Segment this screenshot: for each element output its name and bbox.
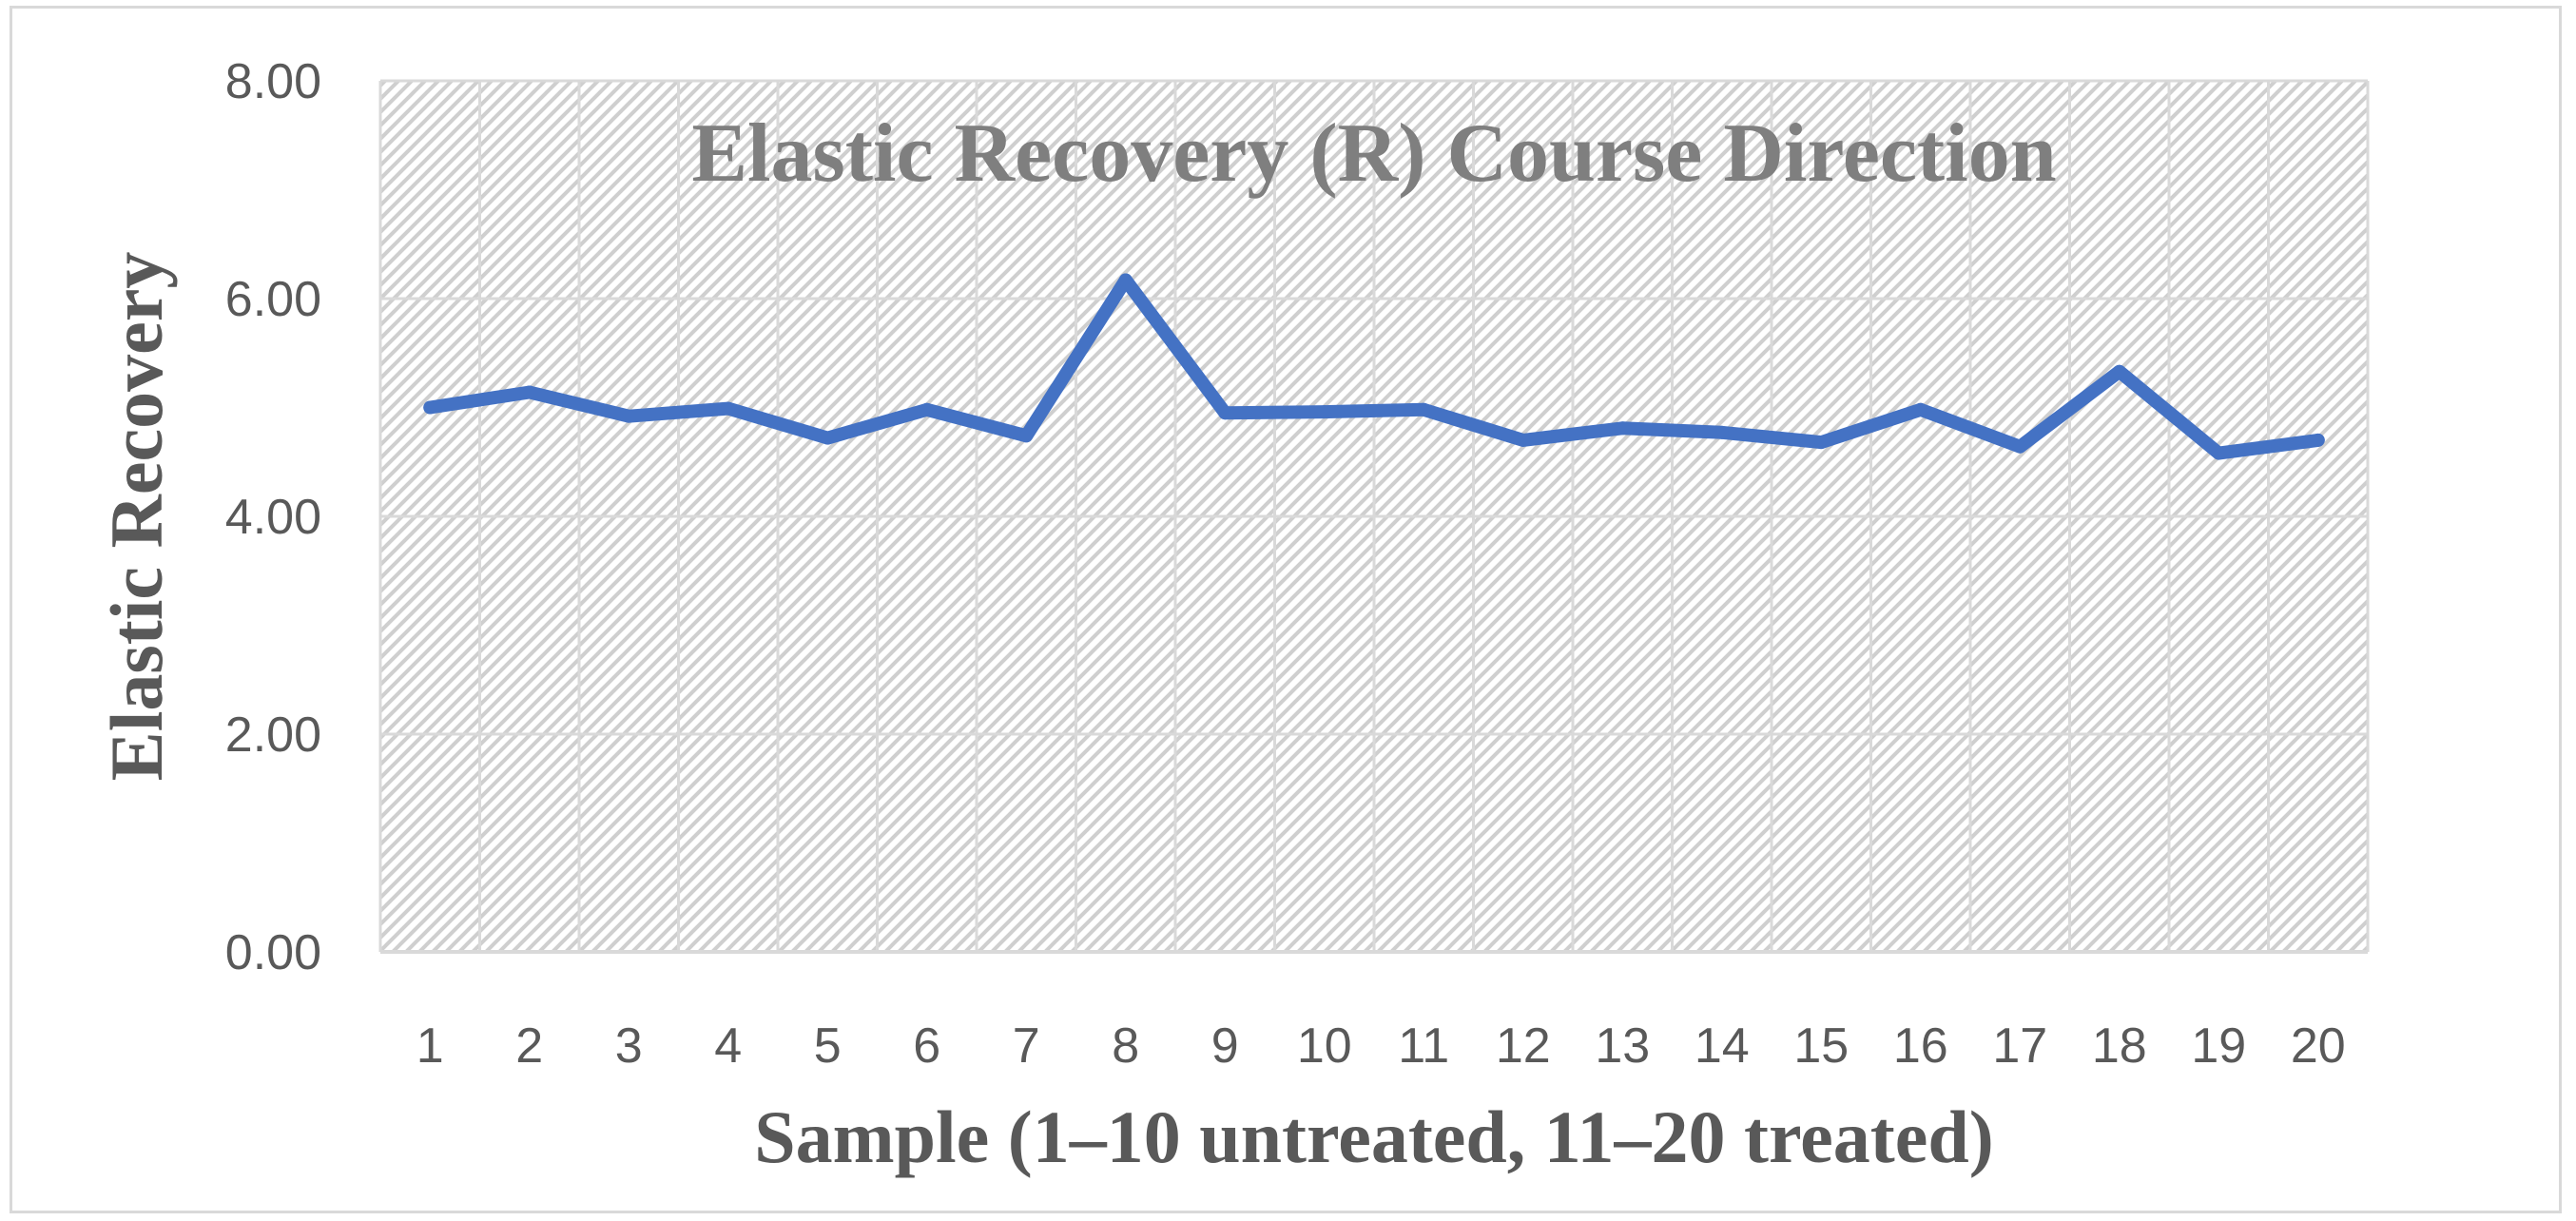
x-axis-ticks: 1 2 3 4 5 6 7 8 9 10 11 12 13 14 15 16 17 18 19 20: [416, 1018, 2346, 1074]
x-tick-label: 9: [1211, 1018, 1239, 1074]
x-tick-label: 20: [2291, 1018, 2346, 1074]
y-tick-label: 2.00: [225, 707, 321, 763]
x-tick-label: 12: [1496, 1018, 1551, 1074]
data-point: [1218, 406, 1232, 420]
data-point: [1714, 425, 1729, 439]
data-point: [721, 401, 735, 416]
x-axis-title: Sample (1–10 untreated, 11–20 treated): [754, 1095, 1994, 1178]
x-tick-label: 10: [1297, 1018, 1352, 1074]
data-point: [2013, 439, 2027, 454]
x-tick-label: 15: [1793, 1018, 1849, 1074]
data-point: [821, 431, 835, 445]
y-tick-label: 8.00: [225, 54, 321, 109]
data-point: [2311, 433, 2325, 447]
y-tick-label: 4.00: [225, 490, 321, 545]
gridlines: [378, 79, 2370, 954]
data-point: [1616, 421, 1630, 436]
data-point: [920, 402, 934, 417]
y-axis-title: Elastic Recovery: [95, 252, 178, 782]
x-tick-label: 8: [1112, 1018, 1139, 1074]
data-point: [622, 409, 636, 423]
x-tick-label: 6: [913, 1018, 940, 1074]
data-points: [423, 273, 2325, 460]
x-tick-label: 5: [814, 1018, 842, 1074]
y-tick-label: 0.00: [225, 925, 321, 980]
x-tick-label: 16: [1893, 1018, 1948, 1074]
data-point: [1417, 402, 1431, 417]
data-point: [423, 400, 437, 415]
data-point: [2112, 364, 2126, 378]
x-tick-label: 13: [1595, 1018, 1650, 1074]
chart-title: Elastic Recovery (R) Course Direction: [691, 107, 2056, 200]
y-tick-label: 6.00: [225, 272, 321, 327]
series-line: [423, 273, 2325, 460]
x-tick-label: 19: [2191, 1018, 2246, 1074]
data-point: [1019, 429, 1034, 443]
x-tick-label: 14: [1695, 1018, 1750, 1074]
data-point: [522, 385, 536, 399]
x-tick-label: 4: [714, 1018, 742, 1074]
data-point: [1814, 436, 1829, 450]
data-point: [1317, 405, 1331, 419]
x-tick-label: 2: [515, 1018, 543, 1074]
x-tick-label: 17: [1992, 1018, 2047, 1074]
data-point: [1118, 273, 1133, 287]
data-point: [1913, 402, 1927, 417]
data-point: [2212, 446, 2226, 460]
y-axis-ticks: 0.00 2.00 4.00 6.00 8.00: [225, 54, 321, 980]
x-tick-label: 7: [1013, 1018, 1040, 1074]
x-tick-label: 11: [1398, 1018, 1449, 1074]
x-tick-label: 1: [416, 1018, 444, 1074]
x-tick-label: 18: [2092, 1018, 2147, 1074]
data-point: [1516, 433, 1530, 447]
x-tick-label: 3: [615, 1018, 643, 1074]
